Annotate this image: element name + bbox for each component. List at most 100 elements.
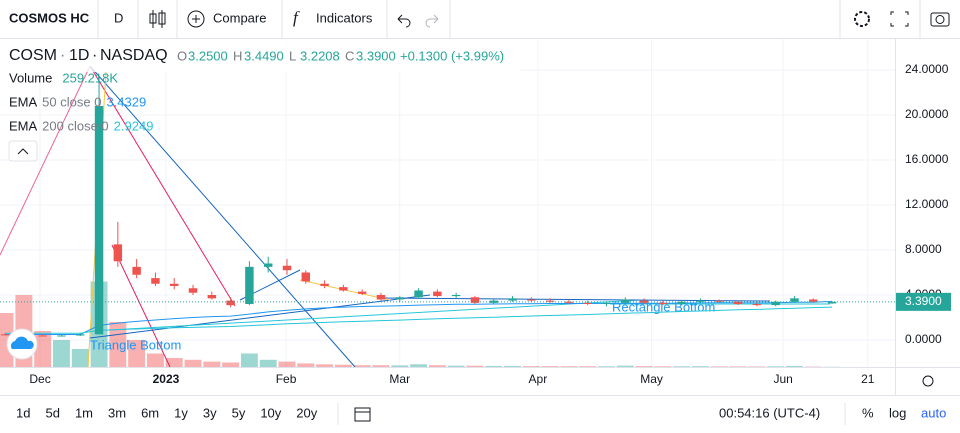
- x-tick-label: Jun: [773, 372, 792, 386]
- log-toggle[interactable]: log: [889, 405, 906, 420]
- range-button[interactable]: 6m: [141, 405, 159, 420]
- candle-body: [94, 105, 104, 335]
- volume-bar: [598, 366, 615, 367]
- volume-bar: [297, 363, 315, 367]
- y-tick-label: 0.0000: [905, 332, 942, 346]
- volume-bar: [34, 331, 52, 367]
- volume-bar: [673, 366, 691, 367]
- redo-button[interactable]: [425, 14, 439, 28]
- volume-bar: [466, 365, 484, 367]
- candle-body: [715, 300, 724, 302]
- undo-button[interactable]: [397, 14, 411, 28]
- symbol-search[interactable]: COSMOS HC: [9, 10, 90, 25]
- clock: 00:54:16 (UTC-4): [719, 405, 820, 420]
- ohlc-value: 3.4490: [244, 48, 284, 63]
- candle-body: [771, 301, 780, 306]
- candle-body: [0, 334, 10, 336]
- range-button[interactable]: 5y: [232, 405, 246, 420]
- volume-bar: [278, 361, 296, 367]
- legend-interval: 1D: [69, 47, 89, 64]
- candle-body: [658, 302, 668, 304]
- indicator-params: 200 close 0: [42, 118, 109, 133]
- last-price-tag: [896, 292, 951, 311]
- candle-body: [57, 335, 66, 337]
- candle-body: [527, 299, 536, 301]
- candle-body: [564, 301, 574, 303]
- candle-body: [677, 301, 686, 304]
- indicators-icon[interactable]: f: [293, 8, 300, 27]
- candle-body: [357, 291, 367, 294]
- candle-body: [151, 278, 160, 284]
- range-button[interactable]: 1m: [75, 405, 93, 420]
- volume-bar: [240, 353, 258, 367]
- volume-bar: [560, 366, 578, 367]
- candle-body: [207, 294, 217, 299]
- candle-body: [583, 302, 592, 304]
- candle-body: [790, 298, 799, 302]
- legend-dot: ·: [92, 47, 97, 64]
- candle-body: [282, 265, 292, 271]
- candle-body: [169, 283, 179, 286]
- candle-body: [263, 263, 273, 267]
- logo-icon: [10, 336, 34, 349]
- ohlc-value: 3.3900: [356, 48, 396, 63]
- volume-bar: [785, 365, 803, 367]
- volume-bar: [410, 364, 428, 367]
- ohlc-key: C: [345, 48, 354, 63]
- range-button[interactable]: 1y: [174, 405, 188, 420]
- volume-bar: [616, 365, 634, 367]
- candle-body: [395, 297, 404, 300]
- candle-body: [188, 288, 198, 293]
- ohlc-value: 3.2208: [300, 48, 340, 63]
- volume-bar: [692, 366, 709, 367]
- range-button[interactable]: 3m: [108, 405, 126, 420]
- auto-toggle[interactable]: auto: [921, 405, 946, 420]
- volume-bar: [71, 349, 89, 367]
- y-tick-label: 8.0000: [905, 242, 942, 256]
- interval-button[interactable]: D: [114, 10, 123, 25]
- volume-bar: [485, 365, 503, 367]
- volume-bar: [541, 366, 559, 367]
- candle-body: [621, 299, 630, 303]
- compare-icon[interactable]: [187, 10, 205, 28]
- candle-body: [433, 291, 442, 297]
- volume-bar: [710, 366, 728, 367]
- compare-button[interactable]: Compare: [213, 10, 266, 25]
- volume-bar: [654, 366, 672, 367]
- indicators-button[interactable]: Indicators: [316, 10, 373, 25]
- fullscreen-button[interactable]: [890, 11, 909, 27]
- range-button[interactable]: 10y: [260, 405, 281, 420]
- volume-bar: [353, 365, 371, 367]
- candle-body: [76, 334, 85, 336]
- candle-body: [245, 266, 254, 304]
- volume-bar: [447, 365, 465, 367]
- candle-body: [132, 266, 141, 275]
- x-tick-label: Mar: [389, 372, 410, 386]
- y-tick-label: 24.0000: [905, 62, 949, 76]
- volume-bar: [522, 366, 540, 367]
- drawing-label: Triangle Bottom: [90, 337, 181, 352]
- indicator-value: 259.218K: [62, 70, 118, 85]
- volume-bar: [428, 365, 446, 367]
- volume-bar: [767, 366, 785, 367]
- candle-body: [301, 272, 311, 282]
- volume-bar: [504, 365, 521, 367]
- screenshot-button[interactable]: [930, 12, 950, 27]
- candle-body: [508, 298, 517, 301]
- range-button[interactable]: 3y: [203, 405, 217, 420]
- axis-settings[interactable]: [922, 375, 934, 387]
- date-range-button[interactable]: [354, 407, 371, 422]
- percent-toggle[interactable]: %: [862, 405, 874, 420]
- chart-type-button[interactable]: [149, 10, 166, 28]
- candle-body: [414, 290, 423, 298]
- ohlc-key: H: [233, 48, 242, 63]
- range-button[interactable]: 5d: [45, 405, 59, 420]
- volume-bar: [165, 358, 183, 367]
- indicator-value: 2.9249: [114, 118, 154, 133]
- range-button[interactable]: 1d: [16, 405, 30, 420]
- collapse-legend[interactable]: [8, 140, 38, 162]
- settings-button[interactable]: [854, 11, 870, 27]
- range-button[interactable]: 20y: [296, 405, 317, 420]
- volume-bar: [203, 361, 221, 367]
